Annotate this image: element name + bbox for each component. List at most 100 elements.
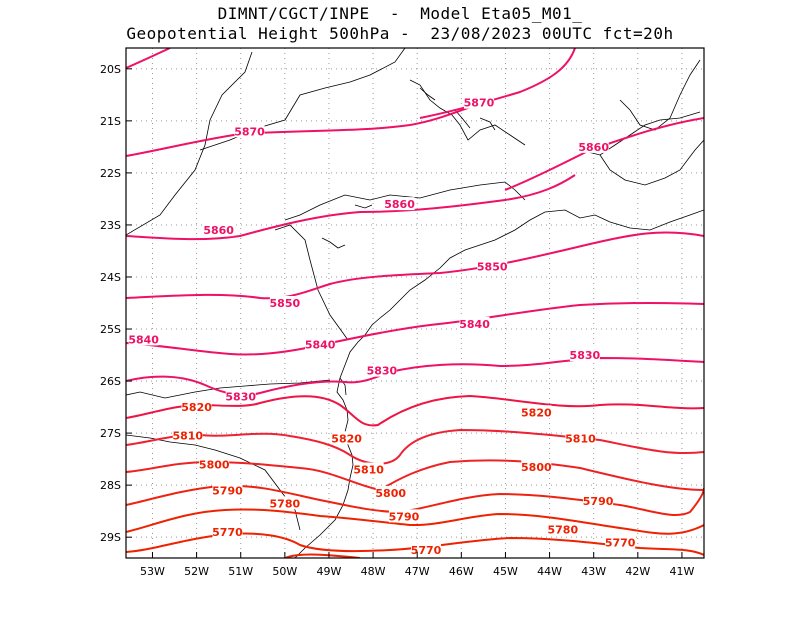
coastline — [294, 209, 704, 558]
contour-label: 5800 — [375, 487, 406, 500]
contour-label-bg — [203, 223, 234, 237]
contour-label-bg — [463, 95, 494, 109]
contour-label-bg — [411, 543, 442, 557]
contour-5870-upper — [126, 48, 171, 69]
border-line — [409, 79, 526, 146]
x-tick-label: 47W — [405, 565, 430, 578]
contour-label-bg — [565, 431, 596, 445]
contour-label: 5810 — [353, 464, 384, 477]
y-tick-label: 29S — [100, 531, 121, 544]
x-tick-label: 44W — [537, 565, 562, 578]
y-tick-label: 25S — [100, 323, 121, 336]
contour-label-bg — [199, 457, 230, 471]
river — [321, 87, 496, 249]
contour-label-bg — [384, 197, 415, 211]
x-tick-label: 48W — [361, 565, 386, 578]
map-title-line-2: Geopotential Height 500hPa - 23/08/2023 … — [126, 24, 674, 43]
contour-label-bg — [269, 496, 300, 510]
x-tick-label: 42W — [625, 565, 650, 578]
contour-label-bg — [605, 535, 636, 549]
contour-label: 5770 — [605, 536, 636, 549]
x-tick-label: 51W — [228, 565, 253, 578]
contour-label: 5840 — [459, 318, 490, 331]
x-tick-label: 43W — [581, 565, 606, 578]
contour-label: 5810 — [172, 430, 203, 443]
contour-label: 5770 — [212, 526, 243, 539]
contour-label: 5870 — [464, 97, 495, 110]
contour-label: 5860 — [578, 141, 609, 154]
contour-label-bg — [459, 316, 490, 330]
contour-label-bg — [225, 389, 256, 403]
contour-label: 5780 — [547, 523, 578, 536]
y-tick-label: 28S — [100, 479, 121, 492]
contour-label: 5800 — [199, 458, 230, 471]
contour-label: 5830 — [570, 349, 601, 362]
contour-label-bg — [366, 363, 397, 377]
border-line — [579, 111, 701, 156]
contour-label: 5850 — [477, 261, 508, 274]
contour-label-bg — [305, 337, 336, 351]
x-tick-label: 50W — [272, 565, 297, 578]
contour-label-bg — [353, 462, 384, 476]
contour-5770-bottom — [284, 553, 361, 558]
contour-5780 — [126, 508, 704, 535]
contour-label: 5810 — [565, 432, 596, 445]
x-tick-label: 49W — [317, 565, 342, 578]
contour-lines — [126, 48, 704, 558]
y-tick-label: 24S — [100, 271, 121, 284]
contour-label-bg — [234, 124, 265, 138]
contour-label: 5780 — [270, 497, 301, 510]
contour-5870-upper-right — [419, 48, 576, 119]
contour-label: 5840 — [128, 333, 159, 346]
contour-label-bg — [212, 524, 243, 538]
y-tick-label: 20S — [100, 63, 121, 76]
contour-5860 — [126, 174, 576, 241]
contour-label-bg — [388, 509, 419, 523]
border-line — [126, 434, 301, 531]
contour-label: 5870 — [234, 125, 265, 138]
y-tick-label: 26S — [100, 375, 121, 388]
coastline — [339, 377, 347, 396]
y-tick-label: 22S — [100, 167, 121, 180]
contour-label-bg — [578, 139, 609, 153]
contour-label-bg — [583, 493, 614, 507]
contour-5850 — [126, 231, 704, 300]
contour-label: 5850 — [270, 297, 301, 310]
contour-label-bg — [521, 459, 552, 473]
contour-label-bg — [181, 400, 212, 414]
contour-label: 5790 — [389, 510, 420, 523]
contour-label: 5830 — [225, 391, 256, 404]
contour-labels: 5870 5870 5860 5860 5860 5850 5850 5840 5840 5840… — [128, 95, 636, 557]
contour-label: 5790 — [212, 484, 243, 497]
border-line — [284, 181, 526, 221]
y-tick-label: 23S — [100, 219, 121, 232]
y-tick-label: 21S — [100, 115, 121, 128]
map-title-line-1: DIMNT/CGCT/INPE - Model Eta05_M01_ — [217, 4, 583, 23]
x-tick-label: 52W — [184, 565, 209, 578]
contour-label-bg — [212, 483, 243, 497]
contour-5810 — [126, 428, 704, 465]
contour-5870 — [126, 103, 481, 157]
contour-label-bg — [269, 296, 300, 309]
border-line — [126, 379, 331, 399]
plot-frame — [125, 47, 705, 559]
x-axis-ticks: 53W 52W 51W 50W 49W 48W 47W 46W 45W 44W 43W 42W 41W — [140, 552, 694, 578]
contour-5830 — [126, 356, 704, 396]
x-tick-label: 45W — [493, 565, 518, 578]
contour-label: 5830 — [367, 365, 398, 378]
contour-label-bg — [375, 485, 406, 499]
x-tick-label: 41W — [670, 565, 695, 578]
contour-label-bg — [477, 259, 508, 273]
border-line — [599, 139, 704, 186]
contour-label: 5770 — [411, 544, 442, 557]
x-tick-label: 53W — [140, 565, 165, 578]
contour-label: 5820 — [331, 432, 362, 445]
contour-label: 5840 — [305, 339, 336, 352]
contour-label-bg — [172, 428, 203, 442]
contour-label: 5820 — [181, 401, 212, 414]
contour-label-bg — [521, 405, 552, 419]
contour-label-bg — [128, 332, 159, 346]
contour-label: 5820 — [521, 406, 552, 419]
x-tick-label: 46W — [449, 565, 474, 578]
